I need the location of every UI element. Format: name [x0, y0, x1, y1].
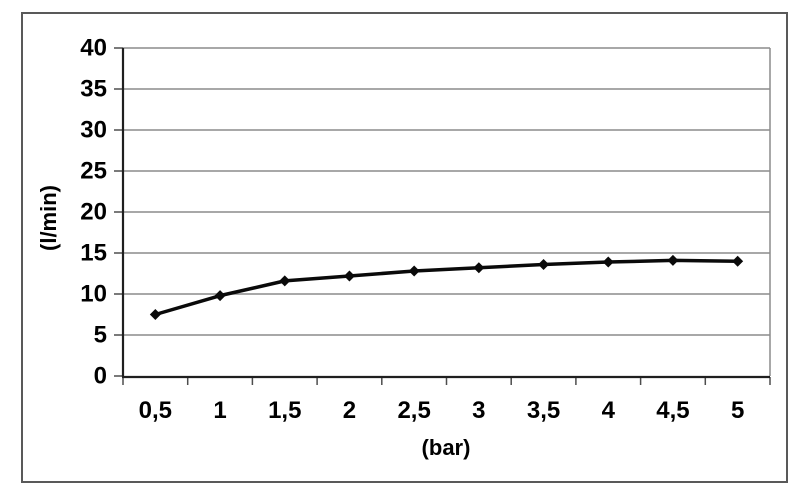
- x-tick-label: 5: [731, 397, 744, 424]
- y-tick-label: 5: [94, 322, 107, 349]
- y-tick-label: 20: [80, 199, 107, 226]
- x-axis-title: (bar): [421, 435, 471, 460]
- data-point-marker: [732, 255, 744, 267]
- x-tick-label: 1,5: [268, 397, 301, 424]
- y-tick-label: 0: [94, 363, 107, 390]
- y-tick-label: 25: [80, 158, 107, 185]
- y-tick-label: 10: [80, 281, 107, 308]
- y-tick-label: 30: [80, 117, 107, 144]
- x-tick-label: 2,5: [397, 397, 430, 424]
- data-point-marker: [667, 254, 679, 266]
- y-axis-title: (l/min): [36, 185, 61, 251]
- data-point-marker: [149, 309, 161, 320]
- data-point-marker: [538, 258, 550, 270]
- y-tick-label: 40: [80, 35, 107, 62]
- x-tick-label: 4: [602, 397, 616, 424]
- data-point-marker: [408, 265, 420, 277]
- x-tick-label: 2: [343, 397, 356, 424]
- data-point-marker: [214, 290, 226, 302]
- y-tick-label: 35: [80, 76, 107, 103]
- x-tick-label: 4,5: [656, 397, 689, 424]
- x-tick-label: 3: [472, 397, 485, 424]
- chart-frame: [21, 12, 788, 483]
- data-point-marker: [343, 270, 355, 282]
- data-line: [153, 258, 740, 317]
- y-tick-label: 15: [80, 240, 107, 267]
- x-tick-label: 3,5: [527, 397, 560, 424]
- data-point-marker: [602, 256, 614, 268]
- x-tick-label: 1: [213, 397, 226, 424]
- data-point-marker: [279, 275, 291, 287]
- x-tick-label: 0,5: [139, 397, 172, 424]
- data-point-marker: [473, 262, 485, 274]
